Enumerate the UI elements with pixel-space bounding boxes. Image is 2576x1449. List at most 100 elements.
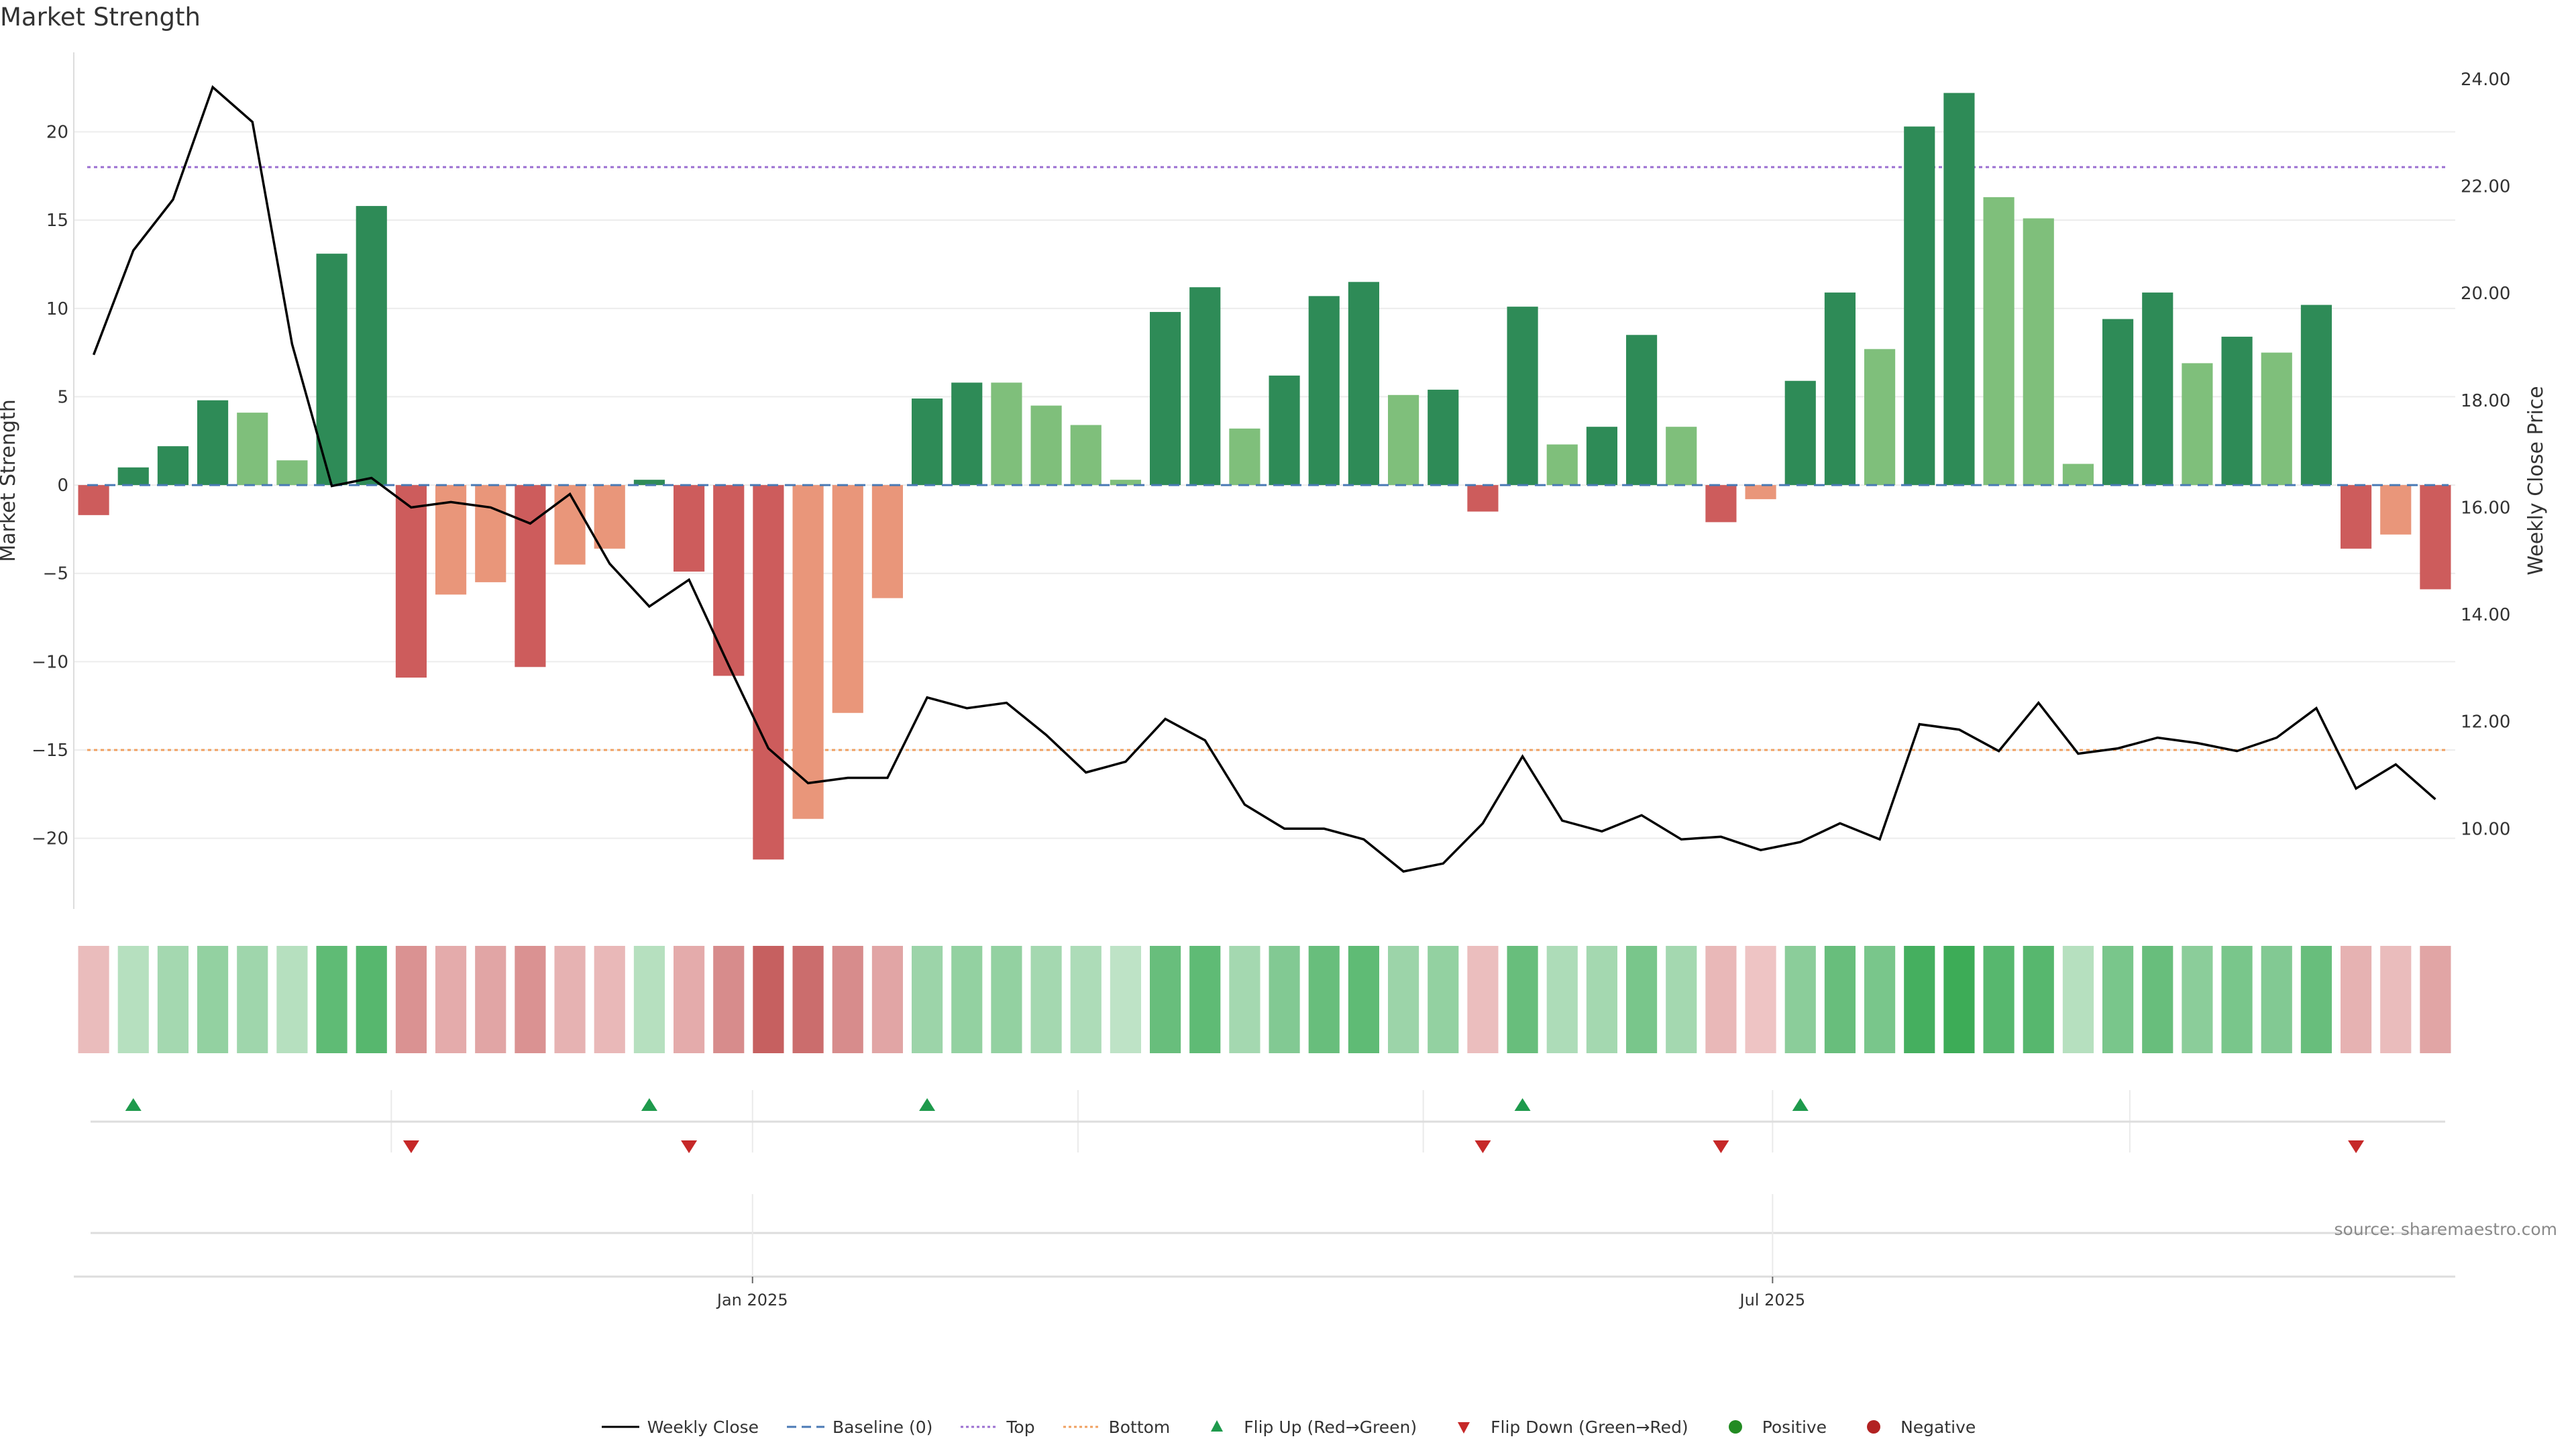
- heat-cell: [2142, 946, 2174, 1053]
- flip-up-marker: [125, 1098, 142, 1111]
- strength-bar: [1626, 335, 1658, 486]
- right-tick-label: 16.00: [2461, 498, 2510, 518]
- strength-bar: [2221, 336, 2253, 486]
- legend-label: Top: [1006, 1417, 1035, 1437]
- right-tick-label: 14.00: [2461, 605, 2510, 625]
- heat-cell: [1467, 946, 1499, 1053]
- left-tick-label: 15: [46, 211, 68, 231]
- flip-markers-panel: [91, 1090, 2445, 1234]
- strength-bar: [237, 413, 268, 486]
- heat-cell: [157, 946, 189, 1053]
- strength-bar: [1705, 485, 1737, 523]
- heat-cell: [832, 946, 863, 1053]
- heat-cell: [395, 946, 427, 1053]
- heat-cell: [2300, 946, 2332, 1053]
- heat-cell: [1705, 946, 1737, 1053]
- strength-bar: [1467, 485, 1499, 512]
- flip-up-marker: [1514, 1098, 1531, 1111]
- market-strength-chart: Market Strength −20 −15 −10 −5 0 5 10 15 20 Week…: [0, 52, 2548, 1309]
- strength-bar: [2380, 485, 2412, 535]
- flip-up-marker: [919, 1098, 936, 1111]
- strength-bar: [2182, 363, 2213, 486]
- heat-cell: [2261, 946, 2292, 1053]
- heat-cell: [554, 946, 586, 1053]
- flip-down-marker: [2348, 1140, 2365, 1153]
- strength-bar: [78, 485, 109, 515]
- heat-cell: [1824, 946, 1856, 1053]
- legend: Weekly Close Baseline (0) Top Bottom Fli…: [0, 1417, 2576, 1437]
- right-tick-label: 22.00: [2461, 177, 2510, 197]
- source-note: source: sharemaestro.com: [2334, 1220, 2558, 1239]
- strength-bar: [991, 382, 1022, 486]
- strength-bar: [1666, 427, 1697, 486]
- strength-bar: [1308, 296, 1340, 486]
- right-tick-label: 20.00: [2461, 284, 2510, 304]
- strength-bar: [2261, 352, 2292, 486]
- heat-cell: [2182, 946, 2213, 1053]
- x-tick-label: Jan 2025: [716, 1291, 788, 1309]
- heat-cell: [1546, 946, 1578, 1053]
- strength-bar: [753, 485, 784, 860]
- strength-bar: [1586, 427, 1617, 486]
- strength-bar: [2142, 292, 2174, 486]
- strength-bar: [594, 485, 625, 549]
- right-tick-label: 24.00: [2461, 70, 2510, 90]
- heat-cell: [1308, 946, 1340, 1053]
- left-tick-label: −10: [32, 652, 68, 672]
- x-tick-label: Jul 2025: [1738, 1291, 1805, 1309]
- heat-cell: [1110, 946, 1141, 1053]
- heat-cell: [753, 946, 784, 1053]
- strength-bar: [1983, 197, 2015, 486]
- right-tick-label: 18.00: [2461, 391, 2510, 411]
- strength-bar: [1943, 93, 1975, 486]
- strength-bar: [1070, 425, 1102, 486]
- strength-bar: [1745, 485, 1776, 500]
- heat-cell: [1030, 946, 1062, 1053]
- flip-down-marker: [681, 1140, 698, 1153]
- left-tick-label: 5: [57, 387, 68, 407]
- legend-label: Flip Down (Green→Red): [1491, 1417, 1688, 1437]
- flip-down-marker: [1474, 1140, 1491, 1153]
- strength-bar: [1388, 394, 1419, 486]
- heat-cell: [1904, 946, 1935, 1053]
- strength-bar: [356, 206, 387, 486]
- heat-cell: [117, 946, 149, 1053]
- flip-up-marker: [1792, 1098, 1809, 1111]
- legend-label: Negative: [1900, 1417, 1976, 1437]
- strength-bar: [674, 485, 705, 572]
- strength-bar: [871, 485, 903, 598]
- heat-cell: [1666, 946, 1697, 1053]
- left-tick-label: −20: [32, 829, 68, 849]
- triangle-down-icon: [1444, 1417, 1484, 1437]
- heat-cell: [475, 946, 506, 1053]
- legend-label: Weekly Close: [647, 1417, 759, 1437]
- strength-bar: [713, 485, 745, 676]
- strength-bar: [1546, 444, 1578, 486]
- heat-cell: [2380, 946, 2412, 1053]
- heat-cell: [633, 946, 665, 1053]
- strength-bar: [515, 485, 546, 667]
- left-tick-label: −5: [43, 564, 68, 584]
- heat-cell: [1348, 946, 1379, 1053]
- legend-item-weekly-close: Weekly Close: [600, 1417, 759, 1437]
- heat-cell: [356, 946, 387, 1053]
- legend-item-top: Top: [959, 1417, 1035, 1437]
- heat-cell: [1586, 946, 1617, 1053]
- heat-cell: [237, 946, 268, 1053]
- legend-item-negative: Negative: [1854, 1417, 1976, 1437]
- heat-cell: [276, 946, 308, 1053]
- right-tick-label: 12.00: [2461, 712, 2510, 733]
- left-tick-label: −15: [32, 741, 68, 761]
- left-axis-label: Market Strength: [0, 399, 20, 561]
- left-axis: Market Strength −20 −15 −10 −5 0 5 10 15 20: [0, 122, 68, 849]
- strength-bar: [2102, 319, 2134, 486]
- heat-cell: [1784, 946, 1816, 1053]
- heat-cell: [1189, 946, 1221, 1053]
- grid-lines: [73, 52, 2455, 909]
- strength-bar: [912, 398, 943, 486]
- heat-cell: [1070, 946, 1102, 1053]
- heat-cell: [1229, 946, 1260, 1053]
- strength-bar: [2420, 485, 2451, 590]
- heat-cell: [1388, 946, 1419, 1053]
- heat-cell: [1269, 946, 1300, 1053]
